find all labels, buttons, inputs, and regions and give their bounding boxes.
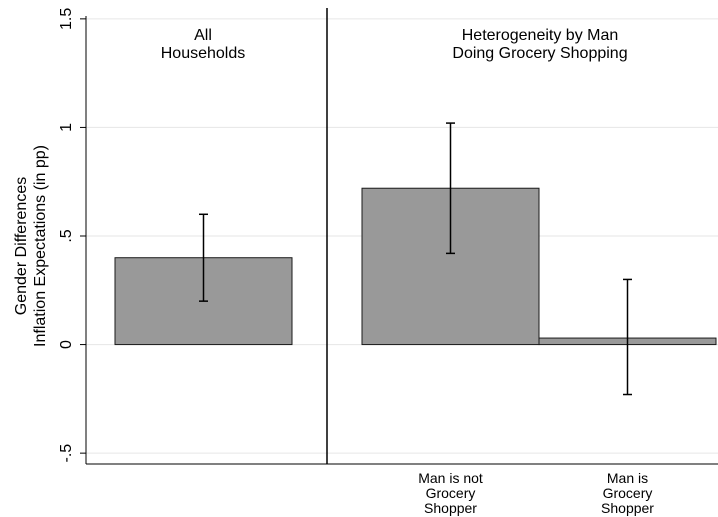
bar — [361, 187, 540, 346]
y-axis-title-line: Inflation Expectations (in pp) — [32, 145, 49, 347]
category-label-line: Man is — [607, 470, 648, 486]
category-label: Man is Grocery Shopper — [601, 470, 654, 516]
panel-title-line: Households — [161, 45, 246, 62]
panel-title-line: All — [194, 27, 212, 44]
y-tick-label: 0 — [58, 340, 75, 349]
category-label-line: Shopper — [601, 500, 654, 516]
bars — [114, 187, 717, 346]
y-axis-title-line: Gender Differences — [13, 177, 30, 315]
y-tick-label: -.5 — [58, 444, 75, 463]
axes — [80, 8, 718, 465]
panel-title: Heterogeneity by Man Doing Grocery Shoppi… — [452, 27, 627, 62]
panel-title: All Households — [161, 27, 246, 62]
category-label-line: Grocery — [426, 485, 476, 501]
category-label-line: Shopper — [424, 500, 477, 516]
y-tick-label: .5 — [58, 229, 75, 242]
y-tick-label: 1 — [58, 123, 75, 132]
category-label-line: Man is not — [418, 470, 483, 486]
y-tick-label: 1.5 — [58, 8, 75, 30]
error-bars — [199, 122, 632, 396]
panel-title-line: Heterogeneity by Man — [462, 27, 619, 44]
category-label-line: Grocery — [603, 485, 653, 501]
panel-title-line: Doing Grocery Shopping — [452, 45, 627, 62]
category-label: Man is not Grocery Shopper — [418, 470, 483, 516]
